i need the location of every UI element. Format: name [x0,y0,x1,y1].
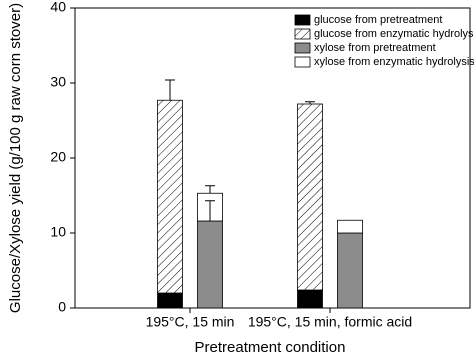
legend-label: xylose from enzymatic hydrolysis [314,56,474,68]
bar-segment [297,289,323,309]
y-tick-label: 20 [50,149,66,165]
legend-swatch [294,42,311,54]
legend-swatch [294,28,311,40]
x-tick-label: 195°C, 15 min [146,314,235,330]
bar-segment [297,103,323,291]
legend-swatch [294,14,311,26]
legend-label: glucose from enzymatic hydrolysis [314,28,474,40]
bar-segment [157,99,183,294]
y-tick-label: 30 [50,74,66,90]
legend-label: xylose from pretreatment [314,42,436,54]
bar-segment [337,219,363,234]
bar-segment [337,232,363,309]
y-tick-label: 0 [58,299,66,315]
error-bar [205,185,215,194]
error-bar [305,101,315,104]
y-axis-label: Glucose/Xylose yield (g/100 g raw corn s… [7,3,24,313]
y-tick-label: 40 [50,0,66,15]
x-axis-label: Pretreatment condition [195,339,346,356]
bar-segment [157,292,183,309]
x-tick-label: 195°C, 15 min, formic acid [248,314,412,330]
legend-label: glucose from pretreatment [314,14,442,26]
bar-segment [197,220,223,309]
error-bar [165,79,175,101]
y-tick-label: 10 [50,224,66,240]
legend-swatch [294,56,311,68]
error-bar [205,200,215,221]
